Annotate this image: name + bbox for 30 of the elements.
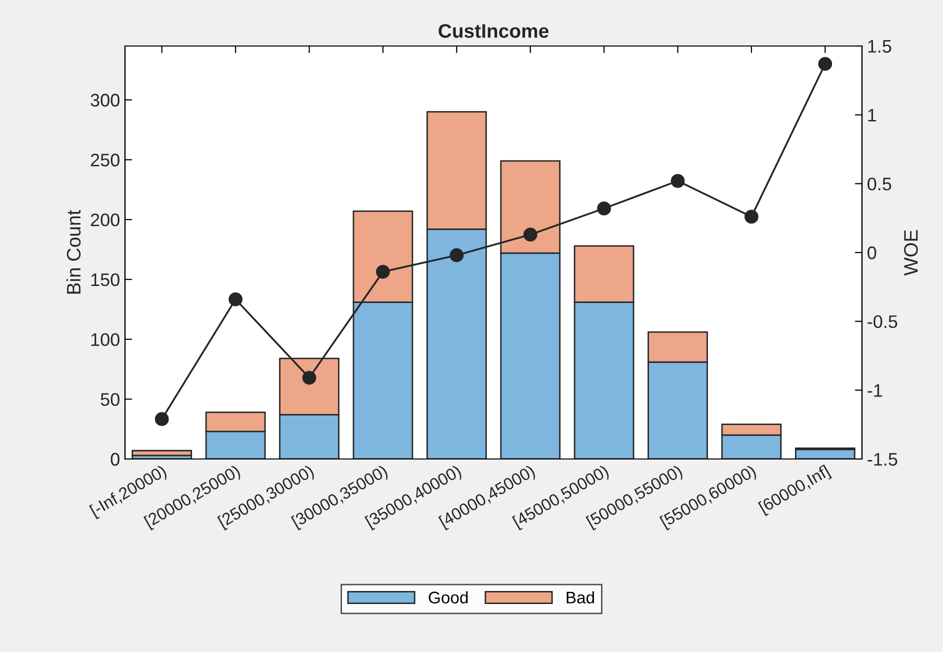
y2-tick-label: 0 [868, 246, 876, 260]
point [670, 174, 685, 188]
y2-tick-label: 1 [868, 108, 876, 122]
y-tick-label: 50 [100, 393, 120, 406]
legend-label: Good [428, 591, 468, 604]
y-axis-title: Bin Count [66, 210, 81, 294]
y2-axis-title: WOE [904, 230, 918, 276]
point [523, 228, 538, 242]
point [744, 210, 758, 224]
y-tick-label: 250 [90, 154, 120, 166]
point [818, 56, 832, 71]
point [597, 202, 611, 216]
y-tick-label: 300 [90, 94, 120, 107]
y2-tick-label: 0.5 [868, 178, 892, 190]
point [376, 264, 390, 279]
bar [132, 450, 192, 456]
point [450, 248, 464, 262]
y-tick-label: 100 [91, 333, 120, 346]
y-tick-label: 200 [90, 214, 120, 226]
y2-tick-label: -1.5 [868, 453, 898, 466]
chart-title: CustIncome [438, 24, 548, 38]
y2-tick-label: 1.5 [868, 40, 892, 53]
y2-tick-label: -0.5 [868, 315, 898, 328]
point [302, 370, 316, 385]
point [154, 412, 169, 426]
y2-tick-label: -1 [868, 384, 882, 397]
y-tick-label: 150 [91, 273, 120, 286]
y-tick-label: 0 [110, 452, 120, 466]
point [228, 292, 242, 306]
legend-label: Bad [566, 591, 594, 604]
